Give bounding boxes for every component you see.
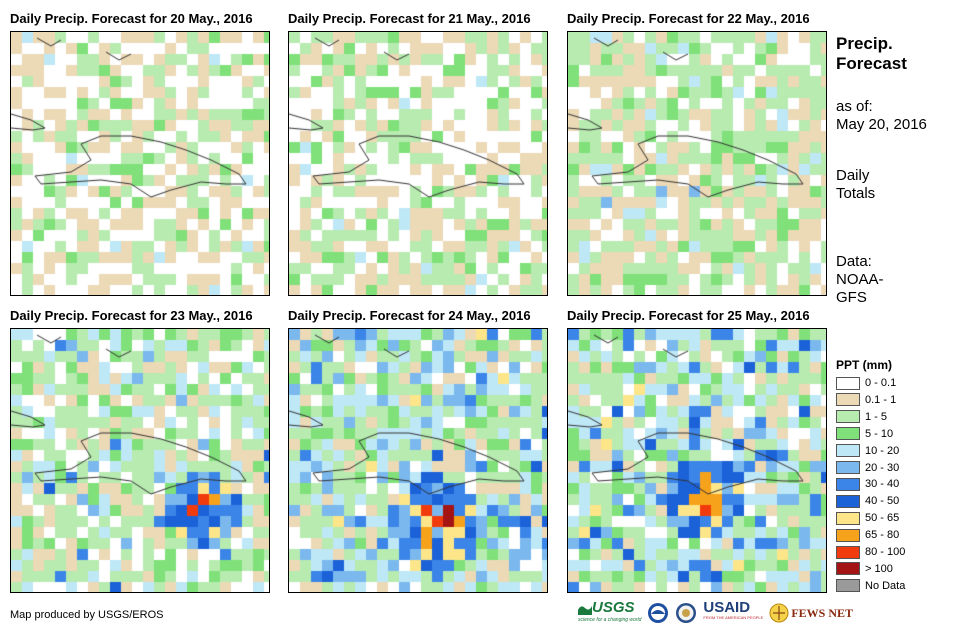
panel-title-1: Daily Precip. Forecast for 20 May., 2016 <box>10 11 253 26</box>
asof-label: as of: <box>836 98 873 115</box>
usgs-wave-icon <box>578 606 592 615</box>
panel-title-6: Daily Precip. Forecast for 25 May., 2016 <box>567 308 810 323</box>
panel-title-4: Daily Precip. Forecast for 23 May., 2016 <box>10 308 253 323</box>
legend-label: 10 - 20 <box>865 444 900 457</box>
panel-title-2: Daily Precip. Forecast for 21 May., 2016 <box>288 11 531 26</box>
legend-label: 0.1 - 1 <box>865 393 897 406</box>
logo-strip: USGS science for a changing world USAID … <box>578 599 853 625</box>
usgs-logo: USGS science for a changing world <box>578 599 642 625</box>
noaa-logo-icon <box>648 603 669 623</box>
map-panel-22-may <box>567 31 827 296</box>
usaid-tagline: FROM THE AMERICAN PEOPLE <box>703 615 764 620</box>
legend-label: 50 - 65 <box>865 512 900 525</box>
map-panel-24-may <box>288 328 548 593</box>
legend-item: 5 - 10 <box>836 426 893 442</box>
asof-date: May 20, 2016 <box>836 116 927 133</box>
legend-label: 20 - 30 <box>865 461 900 474</box>
fewsnet-globe-icon <box>769 603 789 623</box>
totals-block: Daily Totals <box>836 167 875 203</box>
legend-label: 0 - 0.1 <box>865 377 897 389</box>
legend-item: 40 - 50 <box>836 493 899 509</box>
data-source-line2: GFS <box>836 289 867 306</box>
data-source-line1: NOAA- <box>836 271 884 288</box>
panel-title-3: Daily Precip. Forecast for 22 May., 2016 <box>567 11 810 26</box>
precip-grid-24-may <box>289 329 547 592</box>
legend-swatch <box>836 511 860 525</box>
legend-swatch <box>836 410 860 424</box>
legend-item: 0 - 0.1 <box>836 375 896 391</box>
usgs-tagline: science for a changing world <box>578 617 642 623</box>
legend-title: PPT (mm) <box>836 358 893 372</box>
usaid-logo: USAID FROM THE AMERICAN PEOPLE <box>703 599 764 623</box>
precip-grid-23-may <box>11 329 269 592</box>
legend-swatch <box>836 562 860 576</box>
dos-seal-icon <box>676 603 697 623</box>
map-panel-25-may <box>567 328 827 593</box>
legend-label: 65 - 80 <box>865 529 900 542</box>
totals-line1: Daily <box>836 167 870 184</box>
legend-label: 40 - 50 <box>865 495 900 508</box>
asof-block: as of: May 20, 2016 <box>836 98 927 134</box>
legend-swatch <box>836 528 860 542</box>
legend-label: > 100 <box>865 562 893 575</box>
legend-swatch <box>836 393 860 407</box>
legend-item: 50 - 65 <box>836 510 899 526</box>
legend-item: > 100 <box>836 561 893 577</box>
map-panel-20-may <box>10 31 270 296</box>
legend-swatch <box>836 494 860 508</box>
legend-swatch <box>836 376 860 390</box>
sidebar-title-line2: Forecast <box>836 54 907 73</box>
legend-item: 10 - 20 <box>836 443 899 459</box>
precip-grid-25-may <box>568 329 826 592</box>
legend-item: 65 - 80 <box>836 527 899 543</box>
legend-item: 80 - 100 <box>836 544 905 560</box>
sidebar-title: Precip. Forecast <box>836 34 907 74</box>
usgs-wordmark: USGS <box>592 599 635 616</box>
legend-item: 20 - 30 <box>836 460 899 476</box>
legend-label: 30 - 40 <box>865 478 900 491</box>
precip-grid-20-may <box>11 32 269 295</box>
legend-swatch <box>836 461 860 474</box>
legend-label: 1 - 5 <box>865 410 888 423</box>
legend-swatch <box>836 477 860 491</box>
precip-grid-22-may <box>568 32 826 295</box>
map-credit: Map produced by USGS/EROS <box>10 609 164 621</box>
legend-item: 30 - 40 <box>836 476 899 492</box>
legend-swatch <box>836 545 860 559</box>
legend-label: 5 - 10 <box>865 427 894 440</box>
legend-item: No Data <box>836 578 905 594</box>
legend-swatch <box>836 579 860 593</box>
fewsnet-logo: FEWS NET <box>769 603 853 623</box>
fewsnet-wordmark: FEWS NET <box>791 605 853 620</box>
sidebar-title-line1: Precip. <box>836 34 893 53</box>
map-panel-23-may <box>10 328 270 593</box>
legend-label: No Data <box>865 579 906 592</box>
precip-grid-21-may <box>289 32 547 295</box>
legend-item: 1 - 5 <box>836 409 887 425</box>
data-label: Data: <box>836 253 872 270</box>
totals-line2: Totals <box>836 185 876 202</box>
legend-item: 0.1 - 1 <box>836 392 896 408</box>
data-source-block: Data: NOAA- GFS <box>836 253 884 307</box>
usaid-wordmark: USAID <box>703 599 751 616</box>
legend-label: 80 - 100 <box>865 546 906 558</box>
map-panel-21-may <box>288 31 548 296</box>
legend-swatch <box>836 427 860 441</box>
legend-swatch <box>836 444 860 458</box>
panel-title-5: Daily Precip. Forecast for 24 May., 2016 <box>288 308 531 323</box>
